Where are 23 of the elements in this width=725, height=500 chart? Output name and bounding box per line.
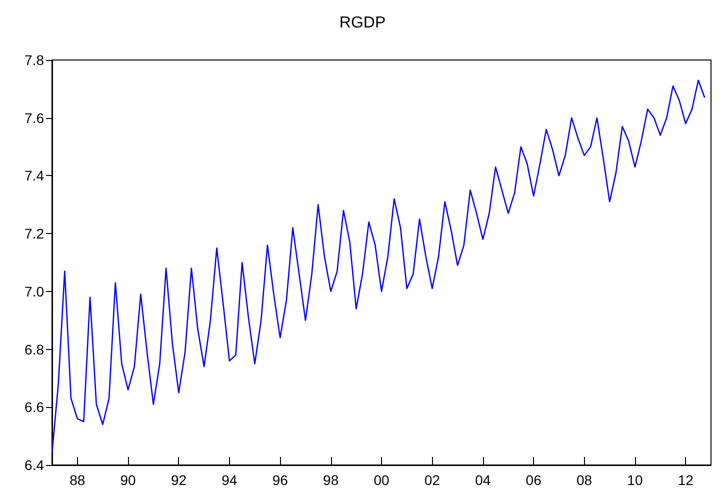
- x-tick-label: 88: [70, 472, 86, 488]
- x-tick-label: 08: [576, 472, 592, 488]
- x-tick-label: 02: [424, 472, 440, 488]
- x-tick-label: 00: [374, 472, 390, 488]
- y-tick-label: 7.2: [24, 226, 44, 242]
- x-tick-label: 06: [526, 472, 542, 488]
- y-tick-label: 6.6: [24, 399, 44, 416]
- x-tick-label: 10: [627, 472, 643, 488]
- x-tick-label: 92: [170, 472, 187, 488]
- x-tick-label: 98: [323, 472, 339, 488]
- y-tick-label: 7.8: [24, 52, 44, 68]
- x-tick-label: 96: [272, 472, 288, 488]
- y-tick-label: 6.4: [24, 457, 44, 473]
- chart-title: RGDP: [339, 14, 386, 32]
- x-tick-label: 90: [120, 472, 136, 488]
- x-tick-label: 04: [475, 472, 491, 488]
- line-series: [51, 80, 706, 454]
- y-tick-label: 7.4: [24, 168, 44, 184]
- x-tick-label: 94: [222, 472, 238, 488]
- y-tick-label: 7.6: [24, 110, 44, 126]
- y-tick-label: 7.0: [24, 283, 44, 300]
- x-tick-label: 12: [678, 472, 694, 488]
- y-tick-label: 6.8: [24, 341, 44, 358]
